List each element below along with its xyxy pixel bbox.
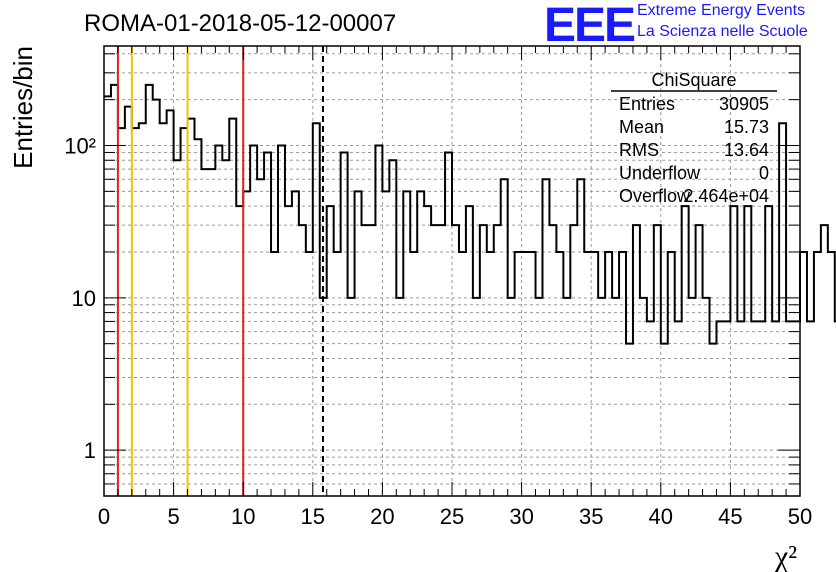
x-tick-label: 40 xyxy=(649,504,673,529)
x-tick-label: 5 xyxy=(167,504,179,529)
stats-label: Overflow xyxy=(619,186,691,206)
x-tick-label: 35 xyxy=(579,504,603,529)
x-tick-label: 15 xyxy=(301,504,325,529)
x-tick-label: 30 xyxy=(509,504,533,529)
logo-line-1: Extreme Energy Events xyxy=(637,2,806,19)
histogram-series xyxy=(104,83,836,345)
y-tick-label: 10² xyxy=(64,133,96,158)
stats-value: 2.464e+04 xyxy=(683,186,769,206)
y-tick-label: 1 xyxy=(84,438,96,463)
logo-line-2: La Scienza nelle Scuole xyxy=(637,23,808,40)
stats-value: 13.64 xyxy=(724,140,769,160)
x-tick-label: 25 xyxy=(440,504,464,529)
stats-label: Mean xyxy=(619,117,664,137)
x-tick-label: 0 xyxy=(98,504,110,529)
eee-logo: EEE xyxy=(544,0,636,52)
stats-value: 15.73 xyxy=(724,117,769,137)
stats-label: Underflow xyxy=(619,163,701,183)
stats-value: 30905 xyxy=(719,94,769,114)
stats-label: RMS xyxy=(619,140,659,160)
x-tick-label: 20 xyxy=(370,504,394,529)
x-tick-label: 45 xyxy=(718,504,742,529)
stats-header: ChiSquare xyxy=(651,70,736,90)
y-axis-label: Entries/bin xyxy=(8,46,38,169)
x-axis-label: χ² xyxy=(774,540,797,572)
y-tick-label: 10 xyxy=(72,286,96,311)
x-tick-label: 10 xyxy=(231,504,255,529)
chart-title: ROMA-01-2018-05-12-00007 xyxy=(84,10,397,37)
stats-label: Entries xyxy=(619,94,675,114)
x-tick-label: 50 xyxy=(788,504,812,529)
stats-value: 0 xyxy=(759,163,769,183)
